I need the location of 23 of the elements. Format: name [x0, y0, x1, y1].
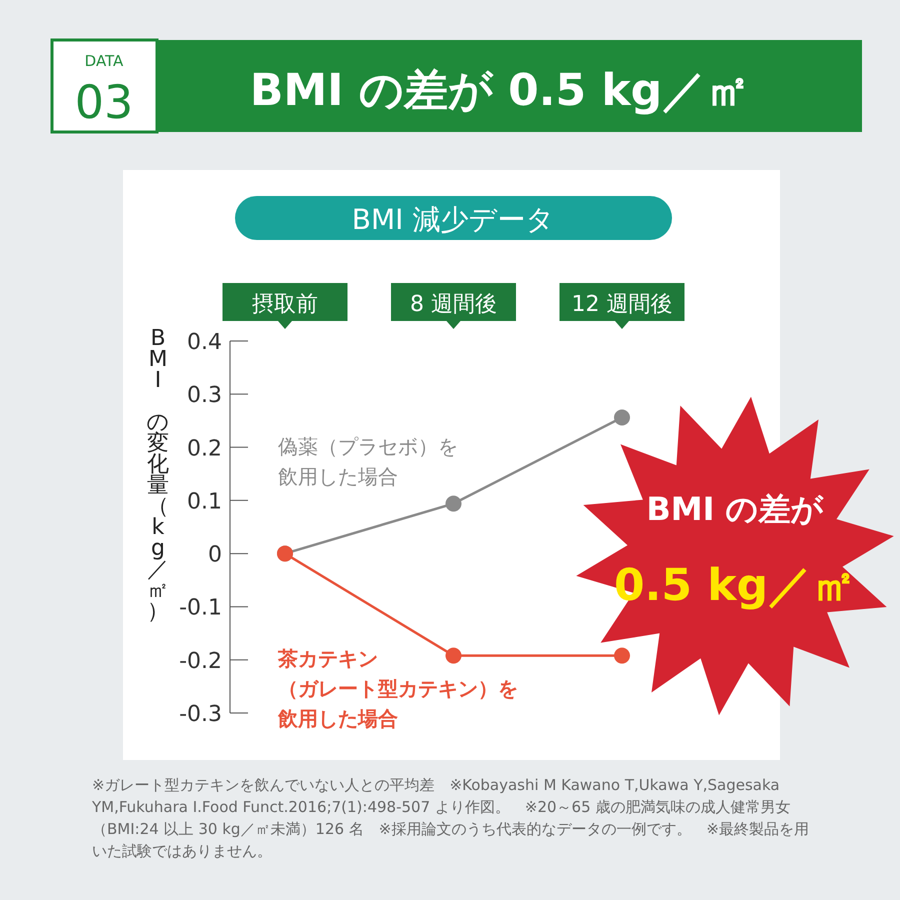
point [446, 648, 462, 664]
x-tick-label: 12 週間後 [572, 292, 672, 317]
x-tick-label: 8 週間後 [410, 292, 497, 317]
y-tick-label: -0.3 [179, 702, 222, 727]
point [446, 496, 462, 512]
y-tick-label: -0.1 [179, 596, 222, 621]
point [614, 410, 630, 426]
y-tick-label: 0 [208, 542, 222, 568]
series-label: 偽薬（プラセボ）を飲用した場合 [278, 434, 458, 489]
point [614, 648, 630, 664]
annotation: BMI の差が 0.5 kg／㎡ [614, 490, 856, 611]
text: BMI の変化量（kg／㎡） [146, 326, 170, 624]
y-tick-label: 0.2 [187, 436, 222, 462]
chart-subtitle: BMI 減少データ [352, 203, 554, 236]
series-label: 茶カテキン（ガレート型カテキン）を飲用した場合 [277, 646, 518, 731]
text: DATA 03 [74, 52, 134, 129]
x-tick-label: 摂取前 [252, 292, 318, 317]
y-tick-label: 0.3 [187, 383, 222, 408]
text: ※ガレート型カテキンを飲んでいない人との平均差 ※Kobayashi M Kawano T,Ukawa Y,Sagesaka YM,Fukuhara I.Food Funct.2016;7(1):498-507 より作図。 ※20～65 歳の肥満気味の成人健常男女（BMI:24 以上 30 kg／㎡未満）126 名 ※採用論文のうち代表的なデータの一例です。 ※最終製品を用いた試験ではありません。 [92, 775, 810, 862]
y-tick-label: 0.1 [187, 489, 222, 514]
chart-title: BMI の差が 0.5 kg／㎡ [250, 65, 750, 116]
y-tick-label: 0.4 [187, 330, 222, 355]
y-tick-label: -0.2 [179, 648, 222, 674]
